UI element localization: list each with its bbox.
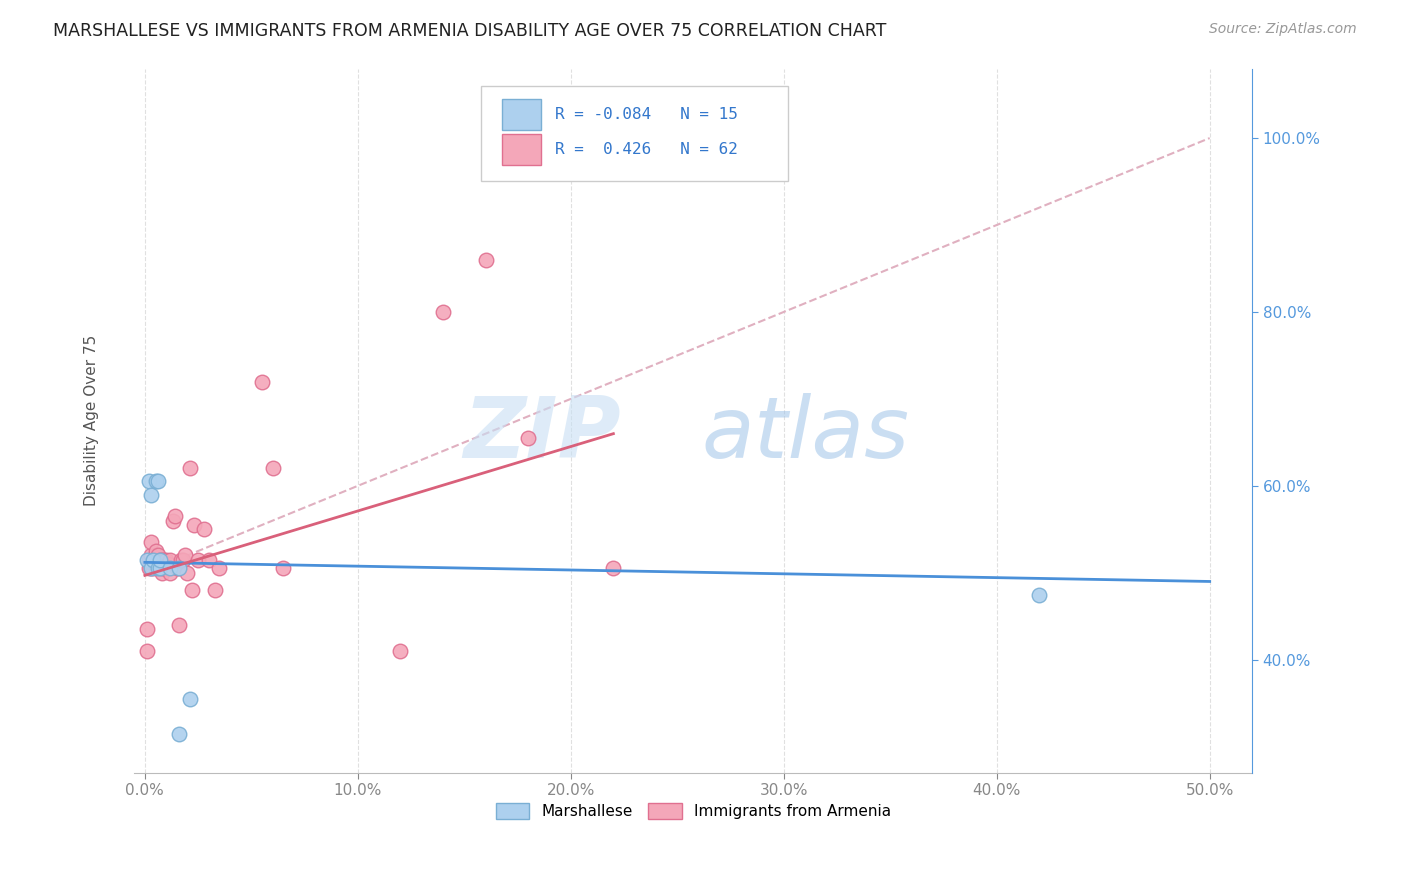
Point [149, 561, 172, 575]
Point [159, 566, 181, 580]
Point [153, 561, 176, 575]
Point [146, 557, 169, 571]
Point [142, 557, 165, 571]
Point [271, 561, 294, 575]
Point [136, 644, 159, 658]
Point [146, 549, 169, 563]
Point [145, 475, 167, 489]
Point [146, 561, 169, 575]
Point [150, 566, 173, 580]
Point [149, 553, 172, 567]
Point [146, 553, 169, 567]
Point [159, 561, 181, 575]
Point [193, 522, 215, 536]
Point [197, 553, 219, 567]
Point [149, 553, 172, 567]
Point [136, 622, 159, 636]
Point [153, 557, 176, 571]
Point [187, 553, 209, 567]
Point [150, 553, 173, 567]
Point [141, 535, 163, 549]
FancyBboxPatch shape [481, 87, 789, 181]
Point [142, 561, 165, 575]
Text: ZIP: ZIP [463, 393, 620, 476]
Text: R = -0.084   N = 15: R = -0.084 N = 15 [554, 107, 738, 122]
Point [153, 553, 176, 567]
Point [141, 487, 163, 501]
Point [145, 553, 167, 567]
Point [155, 557, 177, 571]
Point [517, 431, 540, 445]
Point [176, 566, 198, 580]
Point [142, 553, 165, 567]
FancyBboxPatch shape [502, 99, 541, 130]
Point [138, 475, 160, 489]
Point [157, 557, 180, 571]
Point [170, 553, 193, 567]
Point [138, 553, 160, 567]
Point [167, 561, 190, 575]
Point [145, 561, 167, 575]
Point [163, 509, 186, 524]
Point [141, 561, 163, 575]
Point [145, 557, 167, 571]
Point [172, 553, 194, 567]
Point [159, 553, 181, 567]
Point [138, 561, 160, 575]
Point [162, 514, 184, 528]
Point [155, 561, 177, 575]
Point [141, 557, 163, 571]
Point [1028, 587, 1050, 601]
Point [183, 518, 205, 533]
Point [167, 618, 190, 632]
Point [141, 561, 163, 575]
Legend: Marshallese, Immigrants from Armenia: Marshallese, Immigrants from Armenia [489, 797, 897, 825]
Point [389, 644, 412, 658]
Point [141, 549, 163, 563]
Text: R =  0.426   N = 62: R = 0.426 N = 62 [554, 142, 738, 157]
Point [602, 561, 624, 575]
Text: atlas: atlas [702, 393, 910, 476]
Point [142, 553, 165, 567]
Point [204, 583, 226, 598]
Point [262, 461, 284, 475]
Text: Disability Age Over 75: Disability Age Over 75 [84, 335, 100, 507]
Point [146, 561, 169, 575]
Point [179, 461, 201, 475]
Point [149, 561, 172, 575]
Point [432, 305, 454, 319]
Point [179, 691, 201, 706]
Point [174, 549, 197, 563]
Text: Source: ZipAtlas.com: Source: ZipAtlas.com [1209, 22, 1357, 37]
Point [150, 561, 173, 575]
Text: MARSHALLESE VS IMMIGRANTS FROM ARMENIA DISABILITY AGE OVER 75 CORRELATION CHART: MARSHALLESE VS IMMIGRANTS FROM ARMENIA D… [53, 22, 887, 40]
Point [208, 561, 231, 575]
Point [149, 557, 172, 571]
Point [146, 475, 169, 489]
Point [157, 561, 180, 575]
Point [136, 553, 159, 567]
Point [145, 544, 167, 558]
Point [250, 375, 273, 389]
Point [155, 553, 177, 567]
Point [167, 561, 190, 575]
Point [166, 561, 188, 575]
Point [474, 252, 496, 267]
Point [145, 549, 167, 563]
FancyBboxPatch shape [502, 134, 541, 165]
Point [180, 583, 202, 598]
Point [150, 557, 173, 571]
Point [167, 726, 190, 740]
